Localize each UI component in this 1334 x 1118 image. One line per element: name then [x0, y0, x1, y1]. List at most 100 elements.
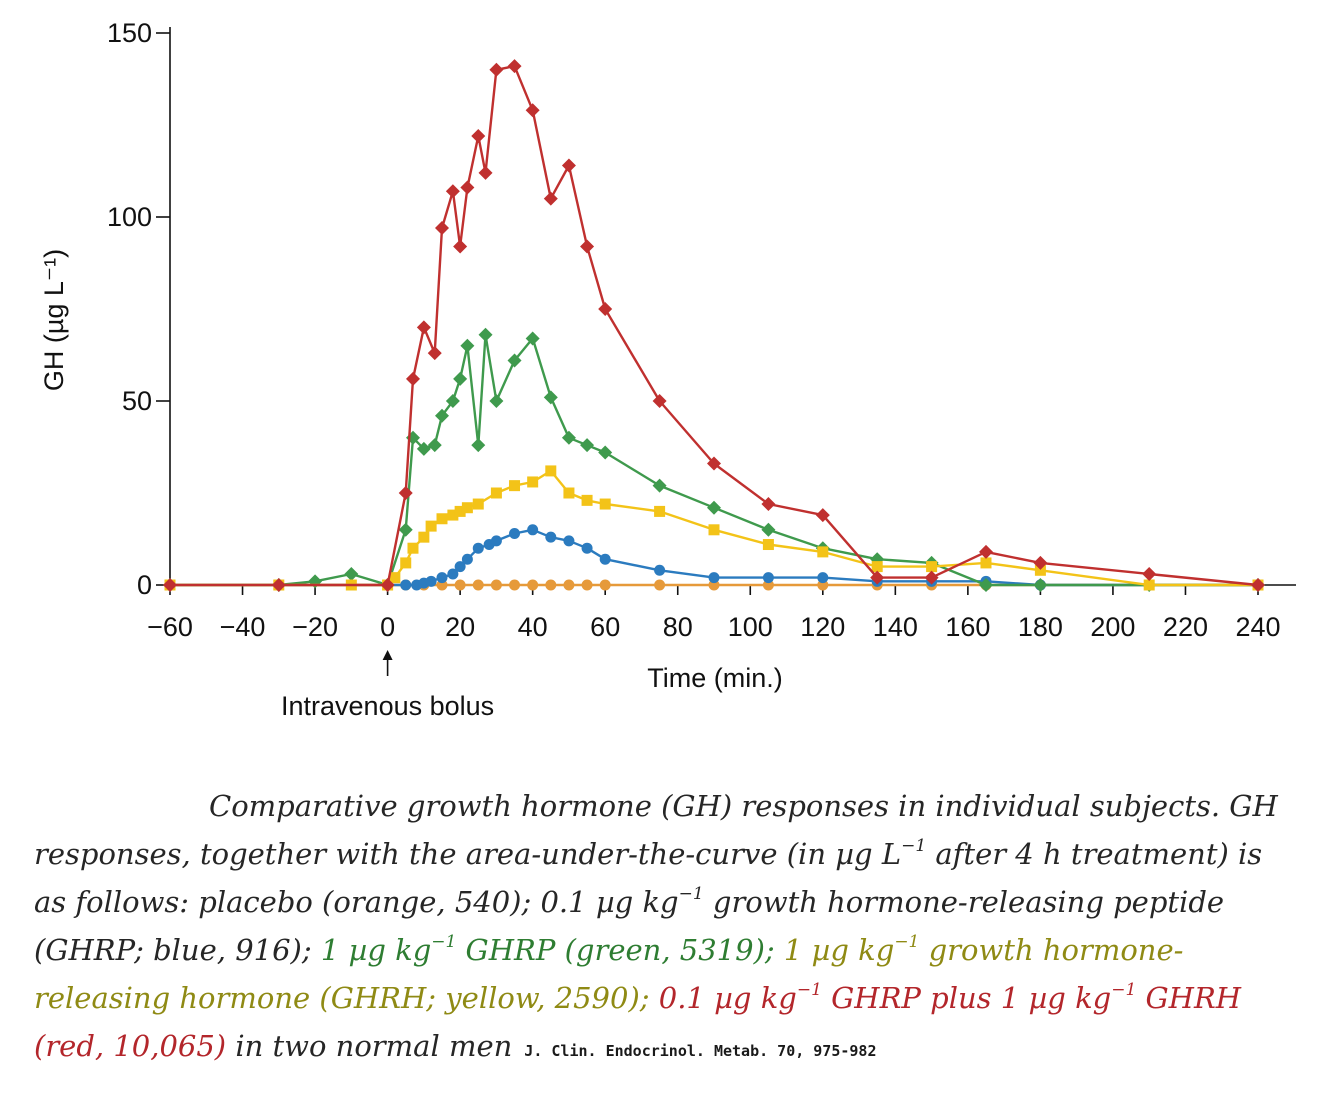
data-point-green: [489, 394, 504, 408]
data-point-green: [507, 353, 522, 368]
data-point-red: [1251, 578, 1265, 592]
data-point-blue: [472, 542, 484, 554]
caption-red-segment: 0.1 µg kg−1 GHRP plus 1 µg kg−1 GHRH (re…: [34, 981, 1241, 1063]
data-point-red: [924, 570, 939, 585]
caption-space-2: [650, 981, 659, 1015]
y-axis-title: GH (µg L⁻¹): [39, 249, 69, 391]
y-tick-label: 100: [107, 202, 152, 232]
data-point-red: [435, 221, 449, 236]
caption-green-b: GHRP (green, 5319);: [456, 933, 775, 967]
data-point-green: [561, 430, 576, 445]
data-point-green: [543, 390, 558, 405]
caption-yellow-segment: 1 µg kg−1 growth hormone-releasing hormo…: [34, 933, 1183, 1015]
data-point-red: [405, 371, 420, 386]
data-point-red: [380, 578, 395, 592]
caption-yellow-a: 1 µg kg: [783, 933, 895, 967]
data-point-blue: [581, 542, 593, 554]
data-point-red: [507, 59, 522, 74]
x-tick-label: 100: [728, 612, 773, 642]
data-point-green: [652, 478, 667, 493]
chart-series: [163, 59, 1265, 592]
caption-green-a: 1 µg kg: [320, 933, 432, 967]
caption-superscript-2: −1: [678, 884, 704, 904]
data-point-red: [478, 165, 493, 180]
x-tick-label: −40: [220, 612, 266, 642]
x-tick-label: 40: [518, 612, 548, 642]
data-point-yellow: [447, 509, 459, 521]
data-point-blue: [654, 564, 666, 576]
data-point-red: [707, 456, 721, 471]
caption-red-sup-1: −1: [796, 980, 822, 1000]
data-point-green: [478, 327, 493, 342]
x-tick-label: 120: [800, 612, 845, 642]
data-point-yellow: [425, 520, 437, 532]
data-point-blue: [490, 535, 502, 547]
caption-text-2: after 4 h treatment) is as follows: plac…: [34, 837, 1263, 919]
data-point-red: [979, 544, 993, 559]
caption-green-sup: −1: [431, 932, 457, 952]
data-point-green: [416, 441, 431, 456]
caption-yellow-sup: −1: [894, 932, 920, 952]
x-tick-label: 180: [1018, 612, 1063, 642]
data-point-red: [445, 184, 460, 199]
data-point-yellow: [461, 502, 473, 514]
data-point-blue: [461, 553, 473, 565]
data-point-yellow: [418, 531, 430, 543]
data-point-orange: [599, 579, 611, 591]
data-point-red: [525, 103, 540, 118]
x-tick-label: 20: [445, 612, 475, 642]
data-point-blue: [527, 524, 539, 536]
data-point-yellow: [400, 557, 412, 569]
data-point-yellow: [599, 498, 611, 510]
x-tick-label: 60: [590, 612, 620, 642]
caption-tail: in two normal men: [226, 1029, 513, 1063]
data-point-green: [460, 338, 475, 353]
data-point-green: [435, 408, 449, 423]
data-point-green: [471, 438, 486, 453]
data-point-red: [489, 62, 504, 77]
data-point-yellow: [871, 561, 883, 573]
gh-response-chart: 0 50 100 150 −60 −40 −20 0 20 40 60 80 100 120 140 160 1…: [39, 18, 1296, 721]
data-point-blue: [447, 568, 459, 580]
series-red: [163, 59, 1265, 592]
data-point-red: [427, 346, 442, 361]
data-point-green: [427, 438, 442, 453]
data-point-orange: [581, 579, 593, 591]
data-point-green: [979, 578, 993, 592]
data-point-orange: [490, 579, 502, 591]
data-point-red: [561, 158, 576, 173]
data-point-yellow: [817, 546, 829, 558]
x-tick-label: 220: [1163, 612, 1208, 642]
data-point-green: [445, 394, 460, 408]
data-point-blue: [817, 572, 829, 584]
data-point-blue: [436, 572, 448, 584]
data-point-yellow: [563, 487, 575, 499]
x-tick-label: 240: [1235, 612, 1280, 642]
x-tick-label: −60: [147, 612, 193, 642]
data-point-red: [271, 578, 286, 592]
journal-citation: J. Clin. Endocrinol. Metab. 70, 975-982: [524, 1042, 877, 1060]
data-point-orange: [545, 579, 557, 591]
chart-axes: [156, 27, 1296, 595]
data-point-orange: [509, 579, 521, 591]
data-point-green: [707, 500, 721, 515]
data-point-red: [453, 239, 468, 254]
data-point-green: [344, 566, 359, 581]
x-tick-label: 160: [945, 612, 990, 642]
chart-labels: 0 50 100 150 −60 −40 −20 0 20 40 60 80 100 120 140 160 1…: [39, 18, 1281, 721]
data-point-red: [598, 302, 613, 316]
series-line-green: [170, 333, 1258, 587]
caption-red-c: GHRH (red, 10,065): [34, 981, 1242, 1063]
data-point-blue: [563, 535, 575, 547]
data-point-red: [652, 394, 667, 408]
data-point-orange: [563, 579, 575, 591]
data-point-orange: [454, 579, 466, 591]
data-point-yellow: [527, 476, 539, 488]
data-point-yellow: [389, 572, 401, 584]
data-point-red: [471, 129, 486, 144]
data-point-yellow: [1143, 579, 1155, 591]
data-point-yellow: [472, 498, 484, 510]
figure-caption: Comparative growth hormone (GH) response…: [34, 782, 1296, 1075]
x-tick-label: 200: [1090, 612, 1135, 642]
